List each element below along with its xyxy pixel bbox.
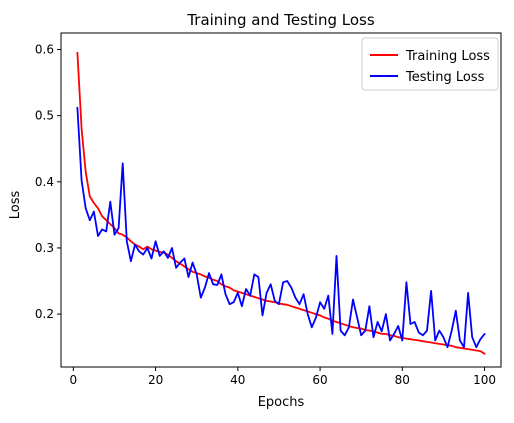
series-line-training-loss: [76, 51, 486, 355]
x-tick-label: 100: [473, 373, 496, 387]
x-tick-label: 80: [395, 373, 410, 387]
y-axis-label: Loss: [8, 191, 23, 220]
x-tick-label: 40: [230, 373, 245, 387]
x-tick-label: 0: [70, 373, 78, 387]
legend-label-training: Training Loss: [405, 49, 490, 64]
legend-label-testing: Testing Loss: [405, 70, 485, 85]
x-tick-label: 60: [312, 373, 327, 387]
plot-area: 0 20 40 60 80 100 0.2 0.3 0.4 0.5 0.6: [35, 32, 502, 387]
x-axis-label: Epochs: [258, 395, 305, 410]
plot-frame: [60, 32, 502, 368]
y-tick-label: 0.4: [35, 175, 54, 189]
chart-title: Training and Testing Loss: [186, 11, 375, 29]
y-tick-label: 0.6: [35, 43, 54, 57]
x-tick-label: 20: [148, 373, 163, 387]
series-line-testing-loss: [76, 106, 486, 349]
y-tick-label: 0.5: [35, 109, 54, 123]
legend: Training Loss Testing Loss: [361, 37, 499, 91]
y-tick-label: 0.3: [35, 241, 54, 255]
y-tick-label: 0.2: [35, 307, 54, 321]
